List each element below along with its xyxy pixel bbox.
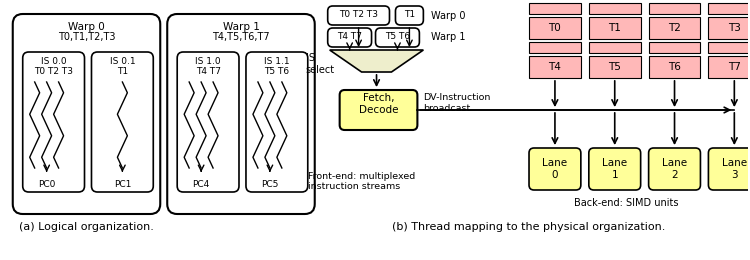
Text: Lane
1: Lane 1 xyxy=(602,158,627,180)
Text: IS
select: IS select xyxy=(306,53,335,75)
Bar xyxy=(529,3,580,14)
Text: IS 0.1: IS 0.1 xyxy=(110,57,135,66)
FancyBboxPatch shape xyxy=(328,6,389,25)
Bar xyxy=(529,17,580,39)
Text: PC0: PC0 xyxy=(38,180,56,189)
Text: T2: T2 xyxy=(668,23,681,33)
Text: (b) Thread mapping to the physical organization.: (b) Thread mapping to the physical organ… xyxy=(392,222,666,232)
FancyBboxPatch shape xyxy=(340,90,418,130)
FancyBboxPatch shape xyxy=(328,28,371,47)
FancyBboxPatch shape xyxy=(376,28,419,47)
Bar xyxy=(589,56,640,78)
FancyBboxPatch shape xyxy=(167,14,315,214)
Text: Warp 1: Warp 1 xyxy=(431,32,466,42)
Text: PC5: PC5 xyxy=(261,180,278,189)
Polygon shape xyxy=(330,50,423,72)
Text: Back-end: SIMD units: Back-end: SIMD units xyxy=(574,198,679,208)
Text: T0: T0 xyxy=(548,23,561,33)
Text: PC4: PC4 xyxy=(193,180,210,189)
Text: T1: T1 xyxy=(608,23,621,33)
Text: DV-Instruction
broadcast: DV-Instruction broadcast xyxy=(423,93,490,113)
Bar xyxy=(529,42,580,53)
Text: T1: T1 xyxy=(117,67,128,76)
Bar xyxy=(709,56,750,78)
Text: T5 T6: T5 T6 xyxy=(264,67,290,76)
FancyBboxPatch shape xyxy=(395,6,423,25)
Text: T5: T5 xyxy=(608,62,621,72)
Bar xyxy=(649,56,700,78)
Bar xyxy=(709,3,750,14)
Text: T0,T1,T2,T3: T0,T1,T2,T3 xyxy=(58,32,116,42)
FancyBboxPatch shape xyxy=(246,52,308,192)
FancyBboxPatch shape xyxy=(13,14,160,214)
Text: T1: T1 xyxy=(404,10,415,19)
Text: Warp 0: Warp 0 xyxy=(68,22,105,32)
Text: T4 T7: T4 T7 xyxy=(337,32,362,41)
Bar xyxy=(589,42,640,53)
Text: Fetch,
Decode: Fetch, Decode xyxy=(358,93,398,115)
Text: Lane
3: Lane 3 xyxy=(722,158,747,180)
Text: Warp 0: Warp 0 xyxy=(431,11,466,21)
Text: Lane
0: Lane 0 xyxy=(542,158,568,180)
Bar xyxy=(709,17,750,39)
Text: T4,T5,T6,T7: T4,T5,T6,T7 xyxy=(212,32,270,42)
FancyBboxPatch shape xyxy=(92,52,153,192)
Text: T4 T7: T4 T7 xyxy=(196,67,220,76)
Text: Warp 1: Warp 1 xyxy=(223,22,260,32)
Text: T0 T2 T3: T0 T2 T3 xyxy=(34,67,73,76)
Bar xyxy=(649,42,700,53)
Bar xyxy=(529,56,580,78)
Text: IS 1.1: IS 1.1 xyxy=(264,57,290,66)
Text: Front-end: multiplexed
instruction streams: Front-end: multiplexed instruction strea… xyxy=(308,172,415,191)
Bar xyxy=(709,42,750,53)
FancyBboxPatch shape xyxy=(177,52,239,192)
Text: T0 T2 T3: T0 T2 T3 xyxy=(339,10,378,19)
FancyBboxPatch shape xyxy=(22,52,85,192)
FancyBboxPatch shape xyxy=(589,148,640,190)
Text: (a) Logical organization.: (a) Logical organization. xyxy=(19,222,154,232)
FancyBboxPatch shape xyxy=(529,148,580,190)
Bar xyxy=(589,3,640,14)
Bar xyxy=(589,17,640,39)
Text: T7: T7 xyxy=(728,62,741,72)
Text: Lane
2: Lane 2 xyxy=(662,158,687,180)
Text: T3: T3 xyxy=(728,23,741,33)
FancyBboxPatch shape xyxy=(709,148,750,190)
Text: T6: T6 xyxy=(668,62,681,72)
Text: T5 T6: T5 T6 xyxy=(385,32,410,41)
Text: IS 0.0: IS 0.0 xyxy=(40,57,67,66)
Bar xyxy=(649,17,700,39)
FancyBboxPatch shape xyxy=(649,148,700,190)
Text: IS 1.0: IS 1.0 xyxy=(195,57,221,66)
Bar xyxy=(649,3,700,14)
Text: T4: T4 xyxy=(548,62,561,72)
Text: PC1: PC1 xyxy=(114,180,131,189)
